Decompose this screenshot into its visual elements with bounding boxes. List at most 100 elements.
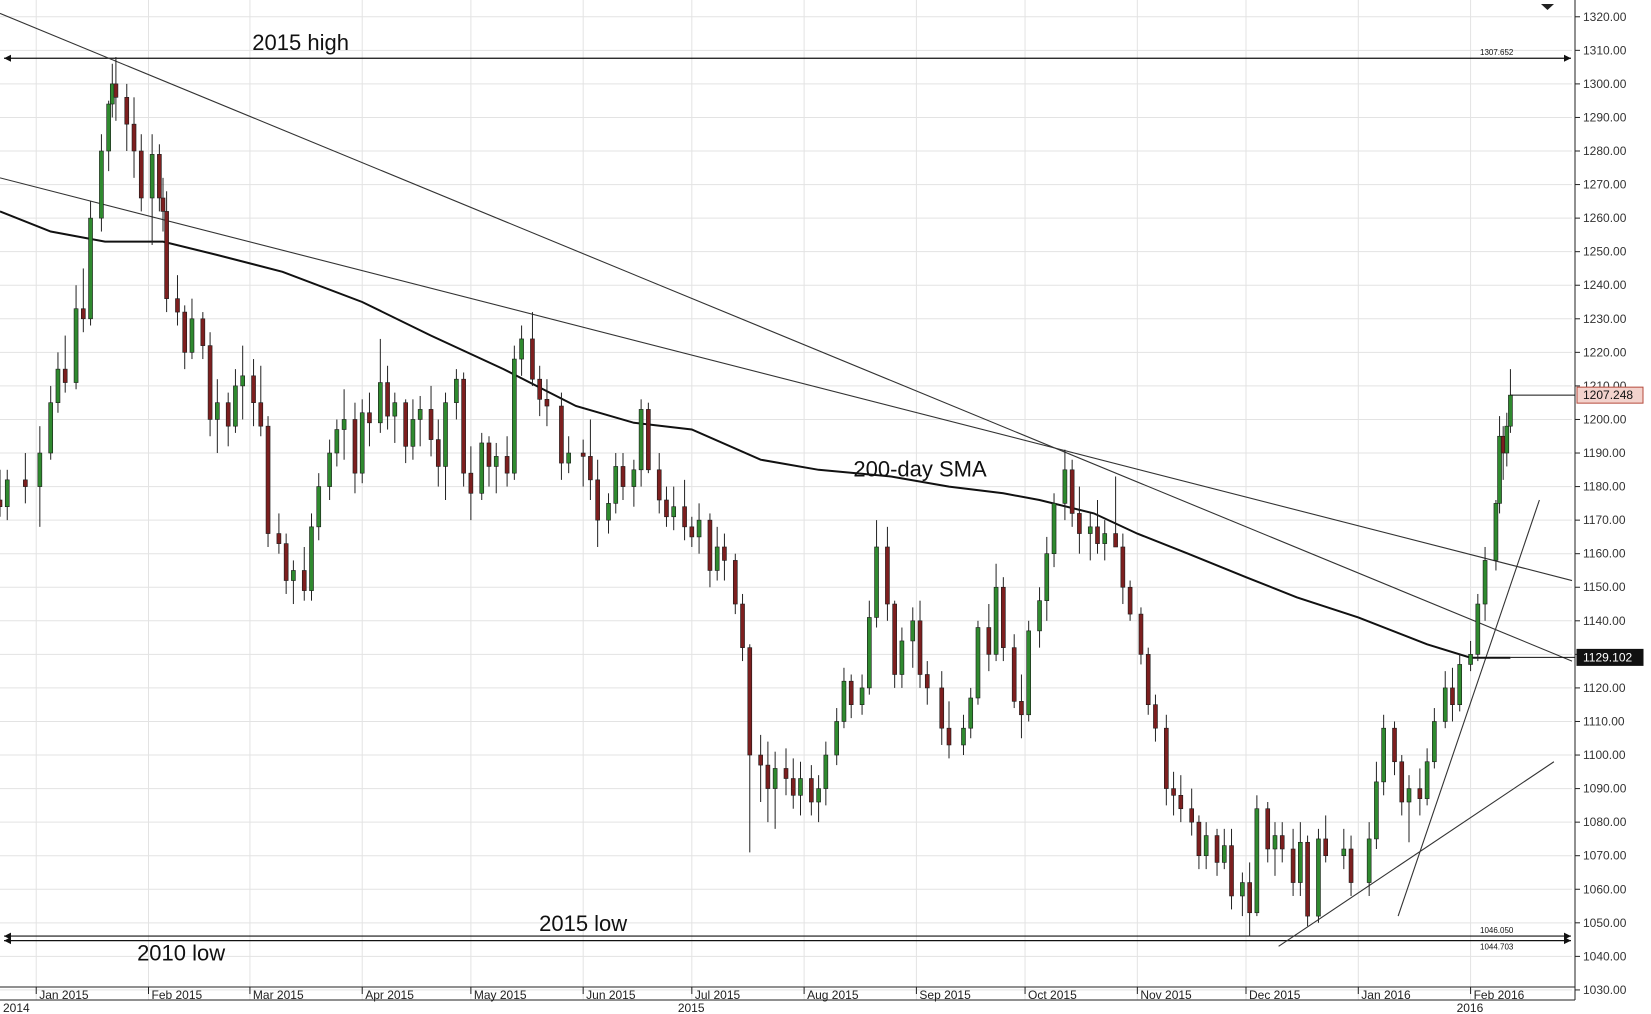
candle-body: [327, 452, 332, 487]
candle-body: [671, 506, 677, 518]
candle-body: [200, 318, 206, 346]
candle-body: [638, 409, 644, 471]
candle-body: [946, 727, 952, 746]
candle-body: [1044, 553, 1050, 601]
x-tick-label: Feb 2015: [152, 988, 203, 1002]
candle-body: [164, 211, 169, 299]
candle-body: [859, 687, 865, 705]
candle-body: [595, 479, 600, 521]
x-tick-label: Jul 2015: [695, 988, 741, 1002]
candle-body: [1323, 838, 1328, 857]
y-tick-label: 1060.00: [1583, 882, 1627, 896]
candle-body: [258, 402, 264, 427]
candle-body: [544, 399, 550, 407]
trendlines: [0, 12, 1573, 947]
candle-body: [486, 442, 492, 467]
sma-annotation: 200-day SMA: [853, 457, 987, 482]
price-tag-box: [1576, 386, 1644, 404]
x-tick-label: Mar 2015: [253, 988, 304, 1002]
candle-body: [1424, 761, 1430, 799]
sma-200-line: [0, 210, 1511, 659]
candle-body: [1164, 727, 1169, 789]
y-tick-label: 1250.00: [1583, 245, 1627, 259]
x-tick-label: Aug 2015: [807, 988, 859, 1002]
candle-body: [1229, 845, 1234, 897]
x-tick-label: Oct 2015: [1028, 988, 1077, 1002]
candle-body: [309, 526, 314, 591]
candle-body: [48, 402, 54, 454]
candle-body: [1254, 808, 1260, 914]
candle-body: [410, 419, 416, 447]
trendline: [1278, 761, 1555, 947]
candle-body: [1468, 654, 1473, 665]
candle-body: [468, 472, 474, 494]
candle-body: [160, 197, 166, 212]
candle-body: [1475, 603, 1481, 655]
candle-body: [682, 506, 687, 528]
price-tag-label: 1129.102: [1583, 650, 1632, 664]
candle-body: [1077, 513, 1082, 534]
candle-body: [1450, 687, 1455, 705]
candle-body: [403, 402, 408, 447]
x-tick-label: Nov 2015: [1140, 988, 1192, 1002]
candle-body: [385, 382, 390, 417]
candle-body: [157, 154, 162, 199]
candle-body: [1087, 526, 1093, 534]
candle-body: [714, 546, 720, 571]
price-tags: 1207.248 1129.102: [1510, 386, 1644, 666]
arrow-right-icon: [1564, 54, 1571, 62]
level-value-label: 1044.703: [1480, 943, 1514, 952]
candle-body: [1095, 526, 1100, 544]
candle-body: [23, 479, 28, 487]
y-tick-label: 1080.00: [1583, 815, 1627, 829]
candle-body: [37, 452, 43, 487]
horizontal-levels: 1307.652 1046.050 1044.703 2015 high 2015 lo…: [4, 30, 1571, 966]
x-tick-label: Feb 2016: [1474, 988, 1525, 1002]
candle-body: [1138, 613, 1144, 655]
candle-body: [1366, 838, 1372, 883]
candle-body: [1171, 788, 1176, 796]
candle-body: [1026, 630, 1031, 716]
candle-body: [316, 486, 322, 528]
candle-body: [606, 503, 611, 521]
candle-body: [1127, 586, 1133, 615]
candle-body: [696, 519, 702, 538]
candle-body: [55, 368, 61, 403]
candle-body: [1442, 687, 1448, 722]
x-tick-label: Dec 2015: [1249, 988, 1301, 1002]
price-tag-box: [1576, 648, 1644, 666]
candle-body: [1290, 848, 1296, 883]
y-tick-label: 1280.00: [1583, 144, 1627, 158]
candle-body: [613, 466, 619, 504]
candle-body: [986, 627, 992, 655]
candle-body: [1189, 808, 1194, 823]
trendline: [0, 12, 1573, 662]
candle-body: [892, 603, 897, 675]
candle-body: [1272, 835, 1278, 850]
candle-body: [823, 754, 829, 789]
candle-body: [443, 402, 448, 467]
candle-body: [566, 452, 571, 464]
candle-body: [1399, 761, 1405, 803]
candle-body: [975, 627, 981, 699]
candle-body: [124, 97, 130, 125]
candle-body: [747, 647, 753, 756]
candle-body: [378, 382, 383, 424]
candle-body: [530, 338, 535, 380]
candle-body: [215, 402, 220, 420]
candle-body: [631, 469, 637, 487]
trendline: [1397, 499, 1540, 917]
y-tick-label: 1230.00: [1583, 312, 1627, 326]
candle-body: [993, 586, 999, 655]
candle-body: [939, 687, 945, 729]
candle-body: [790, 778, 796, 796]
candle-body: [1069, 469, 1075, 514]
candle-body: [816, 788, 821, 803]
candle-body: [1214, 835, 1220, 863]
candle-body: [1298, 841, 1303, 883]
chevron-down-icon[interactable]: [1541, 4, 1554, 10]
arrow-left-icon: [4, 54, 11, 62]
candle-body: [1482, 560, 1488, 605]
y-tick-label: 1190.00: [1583, 446, 1626, 460]
y-tick-label: 1110.00: [1583, 714, 1625, 728]
